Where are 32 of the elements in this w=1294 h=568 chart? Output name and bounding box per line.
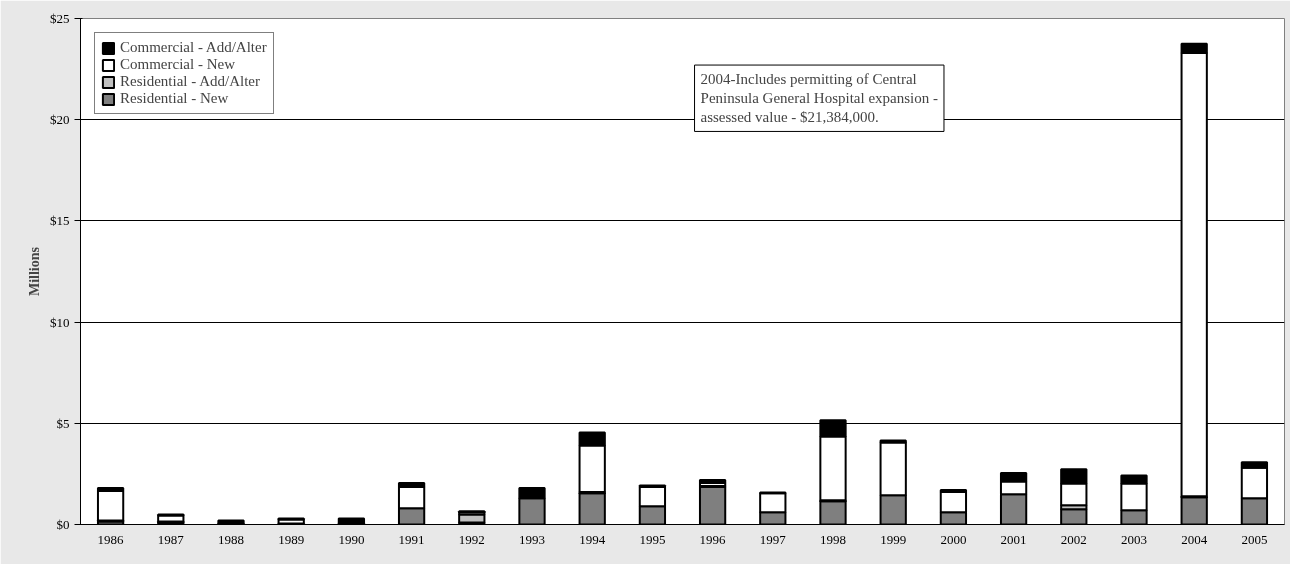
y-tick-label: $5	[56, 415, 70, 431]
y-tick-label: $0	[56, 517, 70, 532]
y-axis-title: Millions	[27, 246, 42, 296]
x-tick-label: 2002	[1060, 531, 1087, 547]
y-tick-label: $20	[50, 112, 70, 128]
annotation: 2004-Includes permitting of Central Peninsula General Hospital expansion - assessed value - $21,384,000.	[700, 71, 938, 126]
x-tick-label: 1990	[338, 531, 365, 547]
y-tick-label: $25	[50, 11, 70, 26]
x-tick-label: 1992	[458, 531, 485, 547]
x-tick-label: 1987	[157, 531, 185, 547]
legend-label: Residential - New	[120, 90, 229, 107]
x-tick-label: 1996	[699, 531, 727, 547]
x-tick-label: 2005	[1241, 531, 1268, 547]
legend-label: Commercial - New	[120, 56, 235, 73]
legend-label: Residential - Add/Alter	[120, 73, 260, 90]
x-tick-label: 1993	[519, 531, 545, 547]
x-tick-label: 2003	[1121, 531, 1147, 547]
x-tick-label: 1989	[278, 531, 305, 547]
x-tick-label: 1988	[218, 531, 244, 547]
y-tick-label: $15	[50, 213, 70, 229]
x-tick-label: 2001	[1000, 531, 1027, 547]
x-tick-label: 1995	[639, 531, 666, 547]
x-tick-label: 1994	[579, 531, 606, 547]
x-tick-label: 1986	[97, 531, 125, 547]
x-tick-label: 1991	[398, 531, 425, 547]
x-tick-label: 1998	[820, 531, 846, 547]
legend-label: Commercial - Add/Alter	[120, 39, 267, 56]
y-tick-label: $10	[50, 314, 70, 330]
x-tick-label: 2004	[1181, 531, 1208, 547]
x-tick-label: 2000	[940, 531, 967, 547]
x-tick-label: 1997	[759, 531, 787, 547]
x-tick-label: 1999	[880, 531, 907, 547]
